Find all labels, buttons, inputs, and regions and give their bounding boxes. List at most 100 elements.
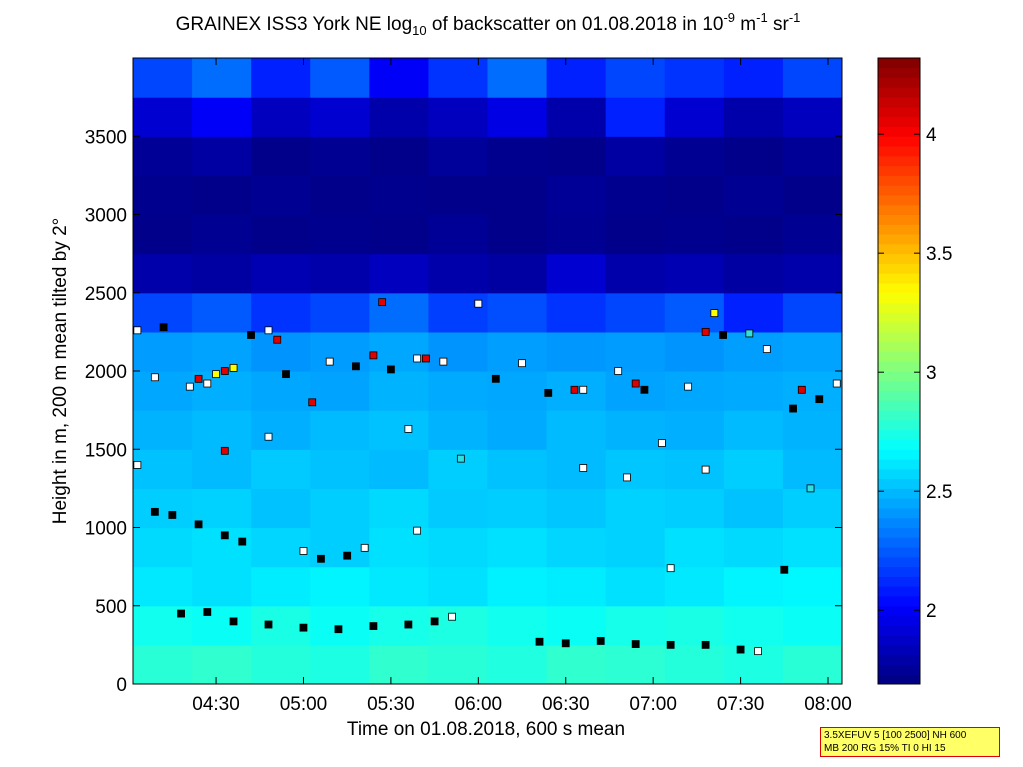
heatmap-cell [605, 527, 666, 568]
heatmap-cell [428, 136, 489, 176]
point [273, 335, 282, 344]
heatmap-cell [310, 331, 370, 372]
colorbar-step [878, 87, 920, 98]
point [762, 345, 771, 353]
colorbar-step [878, 595, 920, 607]
x-tick-label: 08:00 [804, 694, 852, 715]
heatmap-cell [428, 214, 489, 255]
heatmap-cell [192, 644, 252, 684]
point [806, 484, 815, 493]
heatmap-cell [782, 488, 842, 529]
heatmap-cell [664, 371, 725, 411]
colorbar-step [878, 380, 920, 392]
heatmap-cell [723, 136, 784, 176]
heatmap-cell [723, 410, 784, 450]
colorbar-step [878, 635, 920, 646]
point [413, 526, 422, 535]
colorbar-step [878, 194, 920, 206]
heatmap-cell [487, 253, 548, 294]
point [544, 389, 553, 397]
heatmap-cell [369, 449, 430, 489]
heatmap [133, 58, 842, 684]
heatmap-cell [369, 410, 430, 450]
heatmap-cell [369, 488, 430, 529]
colorbar-step [878, 625, 920, 636]
point [185, 382, 194, 391]
point [719, 331, 728, 339]
heatmap-cell [310, 175, 370, 216]
point [404, 620, 413, 629]
heatmap-cell [133, 97, 193, 137]
heatmap-cell [723, 175, 784, 216]
colorbar-step [878, 468, 920, 480]
heatmap-cell [723, 449, 784, 489]
title-part: -9 [723, 10, 735, 25]
heatmap-cell [487, 175, 548, 216]
heatmap-cell [487, 214, 548, 255]
heatmap-cell [782, 58, 842, 98]
title-part: -1 [756, 10, 768, 25]
heatmap-cell [723, 644, 784, 684]
point [421, 354, 430, 363]
colorbar-tick-label: 3 [926, 363, 937, 384]
heatmap-cell [369, 566, 430, 607]
heatmap-cell [133, 253, 193, 294]
y-tick-label: 3000 [85, 206, 127, 227]
colorbar-step [878, 400, 920, 411]
colorbar-step [878, 136, 920, 147]
point [194, 374, 203, 383]
colorbar-step [878, 351, 920, 362]
point [212, 370, 220, 379]
colorbar-step [878, 322, 920, 333]
point [133, 460, 142, 469]
point [518, 359, 526, 368]
colorbar-step [878, 449, 920, 460]
heatmap-cell [369, 97, 430, 137]
heatmap-cell [605, 410, 666, 450]
point [596, 637, 605, 645]
point [570, 385, 579, 394]
point [229, 617, 238, 626]
heatmap-cell [723, 292, 784, 333]
heatmap-cell [310, 214, 370, 255]
point [325, 357, 334, 366]
heatmap-cell [723, 605, 784, 646]
point [623, 473, 631, 482]
heatmap-cell [428, 175, 489, 216]
colorbar-step [878, 547, 920, 558]
annotation: MB 200 RG 15% TI 0 HI 15 [824, 743, 946, 754]
heatmap-cell [251, 371, 311, 411]
point [386, 365, 395, 374]
heatmap-cell [310, 449, 370, 489]
heatmap-cell [723, 371, 784, 411]
point [369, 351, 378, 360]
point [343, 551, 352, 560]
colorbar-tick-label: 3.5 [926, 244, 952, 265]
colorbar-step [878, 312, 920, 323]
heatmap-cell [192, 292, 252, 333]
point [247, 331, 255, 339]
colorbar-step [878, 331, 920, 343]
heatmap-cell [192, 331, 252, 372]
annotation-box: 3.5XEFUV 5 [100 2500] NH 600 MB 200 RG 1… [820, 727, 1000, 757]
heatmap-cell [605, 292, 666, 333]
x-tick-label: 07:00 [629, 694, 677, 715]
heatmap-cell [369, 644, 430, 684]
heatmap-cell [133, 449, 193, 489]
colorbar-step [878, 224, 920, 235]
point [491, 374, 500, 383]
heatmap-cell [251, 136, 311, 176]
heatmap-cell [546, 58, 607, 98]
heatmap-cell [546, 97, 607, 137]
point [220, 367, 229, 375]
point [299, 623, 308, 632]
colorbar-tick-label: 2.5 [926, 482, 952, 503]
heatmap-cell [428, 527, 489, 568]
heatmap-cell [487, 566, 548, 607]
heatmap-cell [605, 97, 666, 137]
colorbar-step [878, 243, 920, 255]
heatmap-cell [664, 97, 725, 137]
heatmap-cell [251, 292, 311, 333]
heatmap-cell [251, 175, 311, 216]
heatmap-cell [782, 449, 842, 489]
